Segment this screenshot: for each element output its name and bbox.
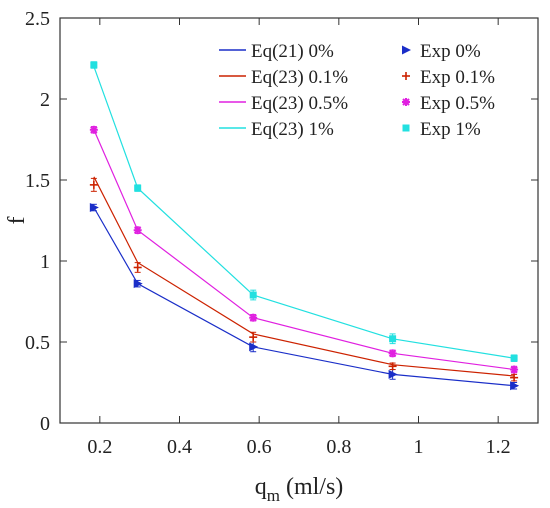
legend-marker-2 (402, 98, 410, 106)
data-point-0-1 (133, 279, 143, 289)
legend-exp-label-3: Exp 1% (420, 119, 481, 140)
x-tick-label-5: 1.2 (486, 436, 511, 458)
data-point-2-3 (388, 349, 397, 358)
data-point-3-1 (134, 184, 142, 192)
chart-axes: 0 0.5 1 1.5 2 2.5 0.2 0.4 0.6 0.8 1 1.2 qm (ml/s) f (4, 8, 539, 505)
legend-line-label-0: Eq(21) 0% (251, 41, 334, 62)
data-point-0-0 (89, 203, 99, 213)
data-point-3-0 (90, 61, 98, 69)
data-point-1-4 (510, 373, 519, 382)
data-point-3-3 (389, 335, 397, 343)
data-point-1-1 (133, 263, 142, 272)
x-tick-label-1: 0.4 (167, 436, 192, 458)
y-tick-label-1: 0.5 (25, 332, 50, 354)
legend-exp-label-2: Exp 0.5% (420, 93, 495, 114)
data-point-0-2 (249, 342, 259, 352)
legend-line-label-3: Eq(23) 1% (251, 119, 334, 140)
legend-marker-3 (402, 124, 410, 132)
legend-marker-0 (402, 45, 411, 55)
series-line-2 (93, 129, 515, 371)
data-point-0-4 (510, 381, 520, 391)
data-point-2-0 (89, 125, 98, 134)
legend-exp-label-1: Exp 0.1% (420, 67, 495, 88)
x-tick-label-3: 0.8 (326, 436, 351, 458)
legend-marker-1 (402, 72, 410, 80)
data-point-2-1 (133, 226, 142, 235)
series-line-0 (93, 207, 515, 387)
y-tick-label-2: 1 (40, 251, 50, 273)
plot-frame (59, 17, 539, 424)
chart-legend: Eq(21) 0% Exp 0% Eq(23) 0.1% Exp 0.1% Eq(23)… (219, 41, 495, 140)
legend-exp-label-0: Exp 0% (420, 41, 481, 62)
x-axis-label: qm (ml/s) (255, 474, 344, 505)
x-tick-label-2: 0.6 (247, 436, 272, 458)
legend-line-label-1: Eq(23) 0.1% (251, 67, 348, 88)
y-tick-label-3: 1.5 (25, 170, 50, 192)
y-tick-label-5: 2.5 (25, 8, 50, 30)
data-point-3-2 (249, 291, 257, 299)
chart-marks (89, 61, 520, 391)
data-point-0-3 (388, 369, 398, 379)
x-tick-label-4: 1 (414, 436, 424, 458)
data-point-1-3 (388, 362, 397, 371)
data-point-2-2 (249, 313, 258, 322)
legend-line-label-2: Eq(23) 0.5% (251, 93, 348, 114)
x-tick-label-0: 0.2 (87, 436, 112, 458)
data-point-1-0 (89, 180, 98, 189)
data-point-1-2 (249, 333, 258, 342)
data-point-2-4 (510, 365, 519, 374)
y-tick-label-0: 0 (40, 413, 50, 435)
y-axis-label: f (4, 217, 30, 225)
data-point-3-4 (510, 354, 518, 362)
y-tick-label-4: 2 (40, 89, 50, 111)
